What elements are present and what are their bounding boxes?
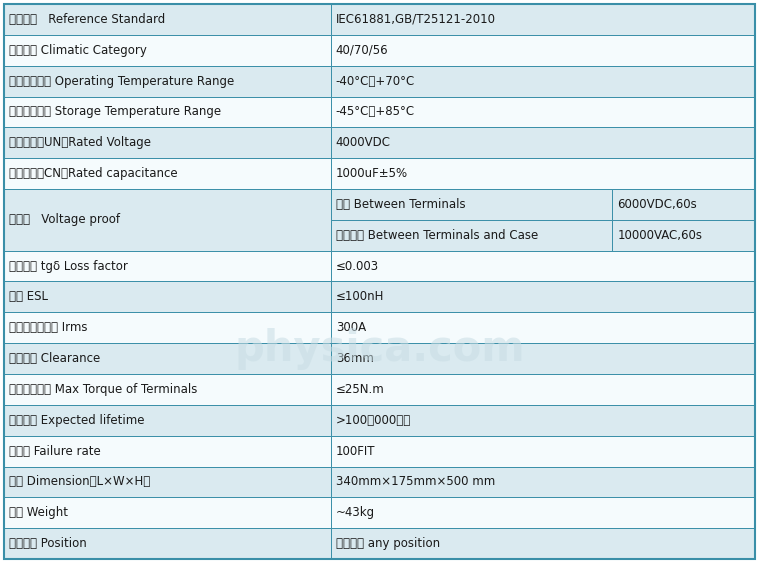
- Bar: [331, 497, 755, 528]
- Bar: [331, 467, 755, 497]
- Bar: [331, 312, 755, 343]
- Bar: [331, 35, 755, 66]
- Text: IEC61881,GB/T25121-2010: IEC61881,GB/T25121-2010: [335, 13, 496, 26]
- Text: 340mm×175mm×500 mm: 340mm×175mm×500 mm: [335, 475, 495, 489]
- Bar: [331, 127, 755, 158]
- Text: >100，000小时: >100，000小时: [335, 414, 411, 427]
- Text: 电气间隙 Clearance: 电气间隙 Clearance: [9, 352, 100, 365]
- Bar: [4, 343, 331, 374]
- Text: 重量 Weight: 重量 Weight: [9, 506, 68, 519]
- Text: 任意位置 any position: 任意位置 any position: [335, 537, 439, 550]
- Bar: [4, 4, 331, 35]
- Text: 极间 Between Terminals: 极间 Between Terminals: [335, 198, 465, 211]
- Bar: [4, 436, 331, 467]
- Bar: [4, 251, 331, 282]
- Bar: [331, 158, 755, 189]
- Bar: [331, 189, 613, 220]
- Text: 预期寿命 Expected lifetime: 预期寿命 Expected lifetime: [9, 414, 144, 427]
- Bar: [4, 96, 331, 127]
- Text: 引用标准   Reference Standard: 引用标准 Reference Standard: [9, 13, 165, 26]
- Bar: [331, 96, 755, 127]
- Bar: [331, 436, 755, 467]
- Text: 失效率 Failure rate: 失效率 Failure rate: [9, 445, 101, 458]
- Bar: [4, 127, 331, 158]
- Bar: [4, 189, 331, 251]
- Bar: [4, 497, 331, 528]
- Text: ≤100nH: ≤100nH: [335, 291, 384, 303]
- Bar: [4, 405, 331, 436]
- Text: 40/70/56: 40/70/56: [335, 44, 389, 57]
- Bar: [613, 189, 755, 220]
- Text: -40°C～+70°C: -40°C～+70°C: [335, 74, 415, 88]
- Bar: [331, 220, 613, 251]
- Bar: [331, 405, 755, 436]
- Bar: [331, 343, 755, 374]
- Text: 安装位置 Position: 安装位置 Position: [9, 537, 87, 550]
- Bar: [4, 467, 331, 497]
- Bar: [4, 374, 331, 405]
- Bar: [4, 35, 331, 66]
- Bar: [4, 312, 331, 343]
- Text: 36mm: 36mm: [335, 352, 373, 365]
- Text: 自感 ESL: 自感 ESL: [9, 291, 48, 303]
- Text: 极壳之间 Between Terminals and Case: 极壳之间 Between Terminals and Case: [335, 229, 538, 242]
- Text: 100FIT: 100FIT: [335, 445, 375, 458]
- Text: 300A: 300A: [335, 321, 366, 334]
- Text: 耐电压   Voltage proof: 耐电压 Voltage proof: [9, 213, 120, 226]
- Bar: [4, 66, 331, 96]
- Text: ≤25N.m: ≤25N.m: [335, 383, 385, 396]
- Text: physica.com: physica.com: [235, 328, 524, 370]
- Text: 额定电压（UN）Rated Voltage: 额定电压（UN）Rated Voltage: [9, 136, 151, 149]
- Bar: [4, 528, 331, 559]
- Bar: [331, 251, 755, 282]
- Bar: [331, 282, 755, 312]
- Text: ≤0.003: ≤0.003: [335, 260, 379, 272]
- Bar: [331, 66, 755, 96]
- Bar: [4, 158, 331, 189]
- Text: 储存温度范围 Storage Temperature Range: 储存温度范围 Storage Temperature Range: [9, 105, 221, 118]
- Bar: [4, 282, 331, 312]
- Text: 纹波电流有效値 Irms: 纹波电流有效値 Irms: [9, 321, 87, 334]
- Bar: [331, 528, 755, 559]
- Text: 6000VDC,60s: 6000VDC,60s: [617, 198, 697, 211]
- Bar: [331, 374, 755, 405]
- Text: ~43kg: ~43kg: [335, 506, 375, 519]
- Text: 额定容量（CN）Rated capacitance: 额定容量（CN）Rated capacitance: [9, 167, 178, 180]
- Text: 10000VAC,60s: 10000VAC,60s: [617, 229, 702, 242]
- Text: 工作温度范围 Operating Temperature Range: 工作温度范围 Operating Temperature Range: [9, 74, 235, 88]
- Bar: [613, 220, 755, 251]
- Text: 尺寸 Dimension（L×W×H）: 尺寸 Dimension（L×W×H）: [9, 475, 150, 489]
- Text: 最大电极扞矩 Max Torque of Terminals: 最大电极扞矩 Max Torque of Terminals: [9, 383, 197, 396]
- Text: 1000uF±5%: 1000uF±5%: [335, 167, 408, 180]
- Text: 介质损耗 tgδ Loss factor: 介质损耗 tgδ Loss factor: [9, 260, 128, 272]
- Text: 4000VDC: 4000VDC: [335, 136, 391, 149]
- Bar: [331, 4, 755, 35]
- Text: 气候类别 Climatic Category: 气候类别 Climatic Category: [9, 44, 147, 57]
- Text: -45°C～+85°C: -45°C～+85°C: [335, 105, 415, 118]
